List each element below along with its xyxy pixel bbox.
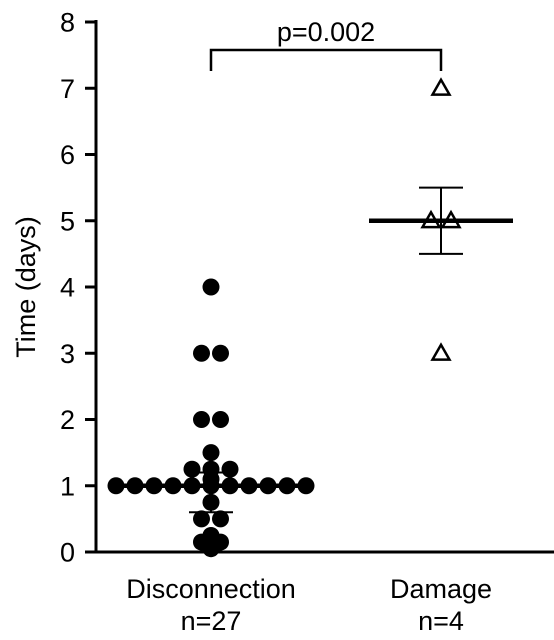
- data-point-circle: [183, 460, 201, 478]
- data-point-circle: [202, 540, 220, 558]
- axes: [94, 20, 554, 554]
- x-category-count: n=27: [181, 606, 242, 636]
- data-point-circle: [202, 444, 220, 462]
- data-point-circle: [193, 411, 210, 428]
- median-and-error-bars: [117, 186, 513, 514]
- y-tick-label: 3: [60, 339, 75, 369]
- data-point-circle: [297, 477, 315, 495]
- x-category-count: n=4: [418, 606, 464, 636]
- data-point-circle: [212, 344, 229, 362]
- y-tick-label: 8: [60, 8, 75, 38]
- y-tick-label: 7: [60, 74, 75, 104]
- x-category-label: Disconnection: [126, 574, 296, 604]
- y-ticks: 0 1 2 3 4 5 6 7 8: [60, 8, 96, 568]
- significance-bracket: [209, 48, 443, 71]
- data-point-circle: [193, 344, 210, 362]
- y-tick-label: 5: [60, 206, 75, 236]
- y-tick-label: 2: [60, 405, 75, 435]
- bracket-line: [209, 48, 443, 71]
- y-tick-label: 6: [60, 140, 75, 170]
- y-tick-label: 1: [60, 471, 75, 501]
- y-tick-label: 0: [60, 538, 75, 568]
- y-axis-title: Time (days): [11, 216, 41, 358]
- data-point-circle: [202, 278, 220, 296]
- data-point-circle: [212, 510, 229, 528]
- x-category-label: Damage: [390, 574, 492, 604]
- data-point-circle: [107, 477, 125, 495]
- data-point-triangle: [430, 342, 452, 361]
- y-tick-label: 4: [60, 273, 75, 303]
- data-point-circle: [212, 411, 229, 428]
- data-point-triangle: [430, 77, 452, 96]
- data-point-circle: [193, 510, 210, 528]
- p-value-label: p=0.002: [277, 17, 375, 47]
- data-point-circle: [221, 460, 239, 478]
